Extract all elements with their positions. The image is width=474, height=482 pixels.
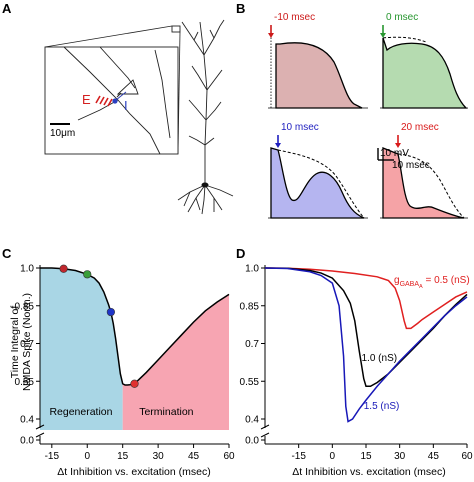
d-y-tick-label: 1.0 (245, 264, 259, 275)
d-x-tick-label: 45 (428, 451, 440, 462)
d-xlabel: Δt Inhibition vs. excitation (msec) (292, 466, 446, 478)
d-y-axis-break (260, 424, 270, 438)
d-y-tick-label: 0.7 (245, 339, 259, 350)
d-y-tick-label: 0.4 (245, 415, 259, 426)
trace-control-dashed (382, 36, 427, 43)
legend-gaba-sub: GABA (400, 281, 420, 288)
inset-label-i: I (124, 98, 128, 113)
inset-panel (44, 46, 179, 155)
region-0 (40, 268, 123, 430)
legend-a-sub: A (419, 284, 423, 290)
panel-label-a: A (2, 1, 12, 16)
d-series-2 (264, 267, 468, 423)
scale-bar-label: 10μm (50, 128, 75, 139)
trace-2 (270, 147, 365, 219)
panel-label-c: C (2, 246, 12, 261)
c-x-tick-label: 15 (117, 451, 129, 462)
stim-arrowhead (268, 33, 274, 38)
c-marker-2 (106, 307, 115, 317)
c-y-tick-label: 0.7 (20, 339, 34, 350)
panel-c-chart: Regeneration Termination 0.0 0.4 0.55 0.7 0.85… (15, 264, 235, 463)
c-marker-0 (59, 264, 68, 273)
d-series-label-2: 1.5 (nS) (364, 401, 400, 412)
inset-label-e: E (82, 92, 91, 107)
d-y-tick-label: 0.55 (240, 377, 260, 388)
trace-label-2: 10 msec (281, 122, 319, 133)
panel-label-b: B (236, 1, 245, 16)
c-x-tick-label: 30 (153, 451, 165, 462)
d-x-tick-label: 30 (394, 451, 406, 462)
panel-label-d: D (236, 246, 245, 261)
legend-value: = 0.5 (nS) (423, 275, 470, 286)
trace-control-dashed (277, 149, 365, 219)
c-y-tick-label: 0.0 (20, 436, 34, 447)
legend-g: g (394, 275, 400, 286)
c-xlabel: Δt Inhibition vs. excitation (msec) (57, 466, 211, 478)
stim-arrowhead (275, 143, 281, 148)
panel-d-chart: 0.0 0.4 0.55 0.7 0.85 1.0 -15 0 15 30 45 60 1.0 (nS)… (240, 264, 473, 463)
trace-1 (382, 37, 468, 109)
d-x-tick-label: -15 (291, 451, 306, 462)
c-y-tick-label: 0.4 (20, 415, 34, 426)
d-x-tick-label: 60 (461, 451, 473, 462)
d-legend-gaba: gGABAA = 0.5 (nS) (394, 275, 470, 290)
trace-0 (275, 42, 363, 109)
stim-arrowhead (380, 33, 386, 38)
c-x-tick-label: 0 (84, 451, 90, 462)
d-series-0 (264, 267, 468, 330)
trace-control-dashed (397, 153, 465, 219)
c-y-tick-label: 1.0 (20, 264, 34, 275)
region-label-termination: Termination (139, 406, 193, 418)
d-series-1 (264, 267, 468, 388)
trace-label-0: -10 msec (274, 12, 315, 23)
c-marker-3 (130, 379, 139, 388)
neuron-drawing (177, 19, 234, 215)
c-ylabel-line1: Time Integral of (9, 306, 21, 379)
c-y-tick-label: 0.85 (15, 301, 35, 312)
d-y-tick-label: 0.0 (245, 436, 259, 447)
d-series-label-1: 1.0 (nS) (362, 353, 398, 364)
c-ylabel-line2: NMDA Spike (Norm.) (21, 293, 33, 391)
c-marker-1 (83, 270, 92, 279)
c-x-tick-label: -15 (45, 451, 60, 462)
stim-arrowhead (395, 143, 401, 148)
trace-label-1: 0 msec (386, 12, 418, 23)
zoom-box (171, 25, 181, 33)
trace-3 (382, 147, 465, 219)
soma (201, 182, 209, 188)
c-x-tick-label: 45 (188, 451, 200, 462)
trace-label-3: 20 msec (401, 122, 439, 133)
region-label-regeneration: Regeneration (49, 406, 112, 418)
c-y-tick-label: 0.55 (15, 377, 35, 388)
d-x-tick-label: 0 (330, 451, 336, 462)
scale-ms-label: 10 msec (392, 160, 430, 171)
zoom-line-top (44, 25, 173, 48)
scale-mv-label: 10 mV (380, 148, 409, 159)
d-y-tick-label: 0.85 (240, 301, 260, 312)
c-y-axis-break (35, 424, 45, 438)
region-1 (122, 294, 229, 430)
panel-b-traces: -10 msec 0 msec 10 msec 20 msec (268, 12, 468, 219)
d-x-tick-label: 15 (360, 451, 372, 462)
c-x-tick-label: 60 (223, 451, 235, 462)
panel-c-ylabel: Time Integral of NMDA Spike (Norm.) (9, 293, 33, 391)
